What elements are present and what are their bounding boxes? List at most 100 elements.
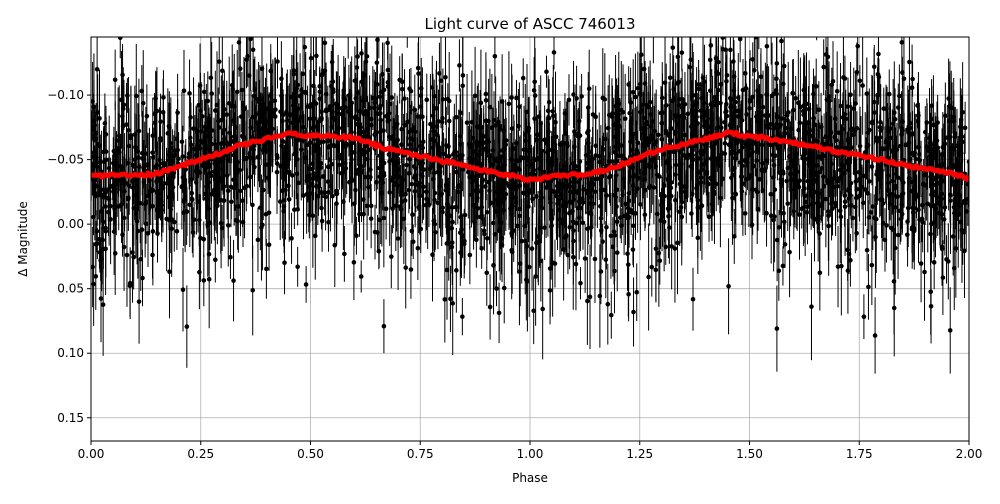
data-point <box>207 277 212 282</box>
data-point <box>922 270 927 275</box>
data-point <box>440 116 445 121</box>
data-point <box>497 229 502 234</box>
data-point <box>346 22 351 27</box>
data-point <box>699 180 704 185</box>
data-point <box>463 213 468 218</box>
data-point <box>814 21 819 26</box>
data-point <box>517 104 522 109</box>
data-point <box>931 189 936 194</box>
data-point <box>570 209 575 214</box>
data-point <box>663 245 668 250</box>
data-point <box>657 251 662 256</box>
data-point <box>91 282 96 287</box>
data-point <box>218 198 223 203</box>
data-point <box>689 124 694 129</box>
data-point <box>107 197 112 202</box>
data-point <box>228 255 233 260</box>
data-point <box>928 232 933 237</box>
data-point <box>825 97 830 102</box>
data-point <box>884 106 889 111</box>
data-point <box>134 94 139 99</box>
x-axis-label: Phase <box>512 471 548 485</box>
data-point <box>527 126 532 131</box>
data-point <box>502 286 507 291</box>
data-point <box>237 40 242 45</box>
data-point <box>432 219 437 224</box>
data-point <box>493 54 498 59</box>
data-point <box>597 160 602 165</box>
data-point <box>948 135 953 140</box>
data-point <box>490 125 495 130</box>
data-point <box>905 233 910 238</box>
data-point <box>251 47 256 52</box>
data-point <box>101 302 106 307</box>
data-point <box>866 285 871 290</box>
data-point <box>140 276 145 281</box>
data-point <box>387 159 392 164</box>
data-point <box>858 78 863 83</box>
data-point <box>217 59 222 64</box>
data-point <box>432 198 437 203</box>
data-point <box>612 233 617 238</box>
data-point <box>449 226 454 231</box>
data-point <box>900 40 905 45</box>
data-point <box>372 100 377 105</box>
data-point <box>457 63 462 68</box>
data-point <box>245 54 250 59</box>
data-point <box>402 123 407 128</box>
data-point <box>718 196 723 201</box>
data-point <box>757 31 762 36</box>
data-point <box>631 132 636 137</box>
data-point <box>204 196 209 201</box>
data-point <box>614 204 619 209</box>
data-point <box>288 112 293 117</box>
data-point <box>349 177 354 182</box>
data-point <box>929 304 934 309</box>
data-point <box>727 8 732 13</box>
data-point <box>447 154 452 159</box>
data-point <box>113 182 118 187</box>
data-point <box>259 225 264 230</box>
data-point <box>858 144 863 149</box>
data-point <box>591 112 596 117</box>
data-point <box>189 196 194 201</box>
data-point <box>546 129 551 134</box>
data-point <box>396 236 401 241</box>
data-point <box>267 242 272 247</box>
data-point <box>699 115 704 120</box>
data-point <box>631 310 636 315</box>
data-point <box>497 311 502 316</box>
data-point <box>434 106 439 111</box>
data-point <box>361 212 366 217</box>
data-point <box>382 324 387 329</box>
data-point <box>483 184 488 189</box>
data-point <box>782 219 787 224</box>
data-point <box>709 43 714 48</box>
data-point <box>900 128 905 133</box>
data-point <box>524 277 529 282</box>
data-point <box>896 105 901 110</box>
data-point <box>645 120 650 125</box>
data-point <box>318 190 323 195</box>
data-point <box>209 75 214 80</box>
data-point <box>593 143 598 148</box>
data-point <box>578 281 583 286</box>
data-point <box>551 114 556 119</box>
data-point <box>540 149 545 154</box>
data-point <box>180 139 185 144</box>
data-point <box>260 66 265 71</box>
data-point <box>598 204 603 209</box>
data-point <box>353 188 358 193</box>
data-point <box>213 257 218 262</box>
data-point <box>779 39 784 44</box>
data-point <box>583 256 588 261</box>
data-point <box>743 211 748 216</box>
data-point <box>683 189 688 194</box>
data-point <box>150 253 155 258</box>
data-point <box>497 158 502 163</box>
data-point <box>416 71 421 76</box>
data-point <box>510 126 515 131</box>
data-point <box>289 236 294 241</box>
data-point <box>897 94 902 99</box>
